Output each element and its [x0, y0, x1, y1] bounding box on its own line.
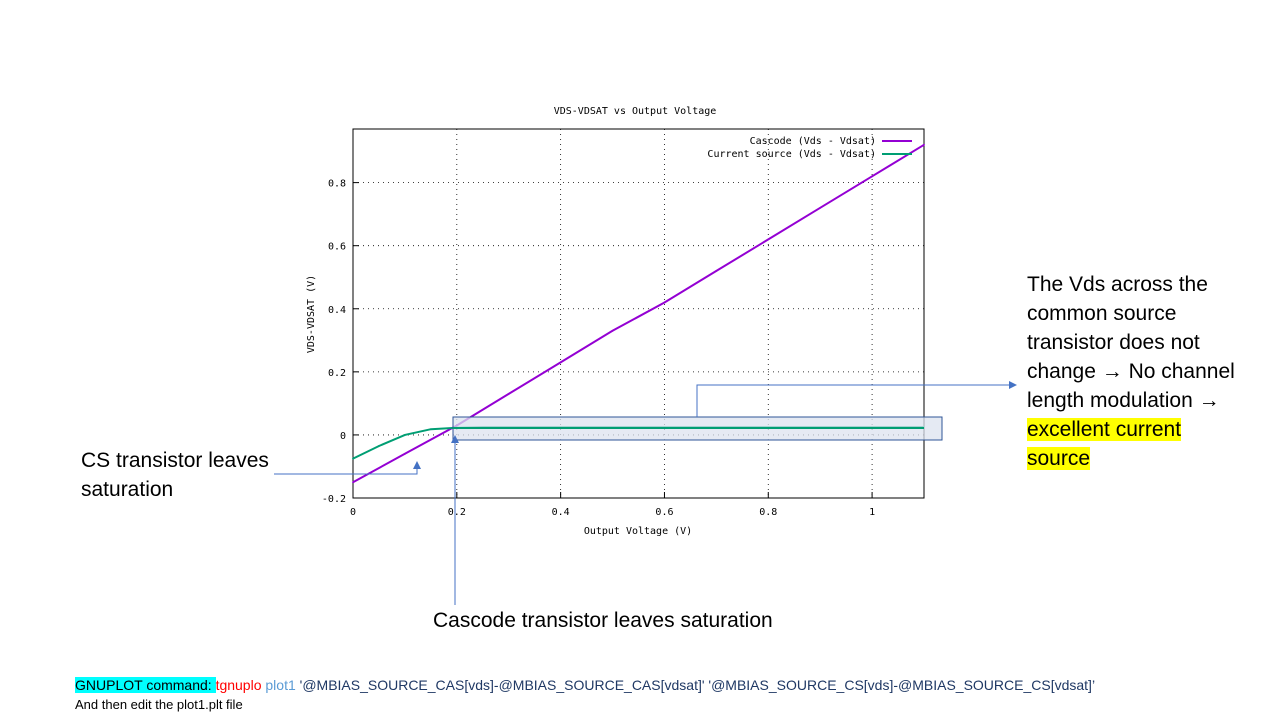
legend-label-cascode: Cascode (Vds - Vdsat) — [750, 136, 876, 147]
series-line-cascode — [352, 143, 925, 484]
gnuplot-command: GNUPLOT command: tgnuplo plot1 '@MBIAS_S… — [75, 677, 1095, 693]
chart-title: VDS-VDSAT vs Output Voltage — [554, 106, 717, 117]
data-point — [352, 457, 354, 460]
legend-label-current-source: Current source (Vds - Vdsat) — [707, 149, 876, 160]
data-point — [404, 434, 406, 436]
data-point — [559, 361, 562, 364]
command-expressions: '@MBIAS_SOURCE_CAS[vds]-@MBIAS_SOURCE_CA… — [299, 677, 1096, 693]
data-point — [352, 481, 354, 484]
data-point — [663, 301, 666, 304]
edit-note: And then edit the plot1.plt file — [75, 697, 243, 712]
vds-note-highlight: excellent current source — [1027, 418, 1182, 470]
vds-observation-note: The Vds across the common source transis… — [1027, 270, 1237, 473]
data-point — [767, 238, 770, 241]
x-axis-label: Output Voltage (V) — [584, 526, 692, 537]
y-tick-label: -0.2 — [322, 494, 346, 505]
data-point — [429, 428, 432, 431]
x-tick-label: 1 — [869, 507, 875, 518]
callout-arrows — [274, 381, 1017, 605]
grid — [353, 129, 924, 498]
y-tick-label: 0.8 — [328, 179, 346, 190]
y-tick-label: 0.4 — [328, 305, 346, 316]
x-tick-label: 0 — [350, 507, 356, 518]
data-point — [715, 270, 718, 272]
vds-note-arrow — [696, 381, 1017, 417]
x-tick-label: 0.4 — [552, 507, 570, 518]
flat-region-highlight — [452, 416, 943, 441]
x-tick-label: 0.8 — [759, 507, 777, 518]
plot-frame — [352, 128, 925, 499]
cs-saturation-arrow — [274, 461, 421, 475]
command-label: GNUPLOT command: — [75, 677, 216, 693]
cascode-transistor-note: Cascode transistor leaves saturation — [433, 609, 773, 632]
command-tool: tgnuplo — [215, 677, 262, 693]
x-tick-label: 0.2 — [448, 507, 466, 518]
legend: Cascode (Vds - Vdsat) Current source (Vd… — [707, 136, 912, 160]
axis-ticks: 0 0.2 0.4 0.6 0.8 1 -0.2 0 0.2 0.4 0.6 0.8 — [322, 179, 875, 518]
data-point — [404, 452, 406, 455]
data-point — [923, 143, 925, 146]
y-tick-label: 0.6 — [328, 242, 346, 253]
x-tick-label: 0.6 — [655, 507, 673, 518]
data-point — [507, 393, 510, 395]
data-point — [819, 206, 822, 209]
y-tick-label: 0 — [340, 431, 346, 442]
command-argument: plot1 — [265, 677, 296, 693]
cs-transistor-note: CS transistor leaves saturation — [81, 449, 269, 501]
y-tick-label: 0.2 — [328, 368, 346, 379]
data-point — [611, 329, 614, 332]
data-point — [871, 175, 873, 178]
y-axis-label: VDS-VDSAT (V) — [306, 275, 317, 353]
data-point — [378, 445, 380, 447]
vds-note-text: The Vds across the common source transis… — [1027, 273, 1235, 412]
